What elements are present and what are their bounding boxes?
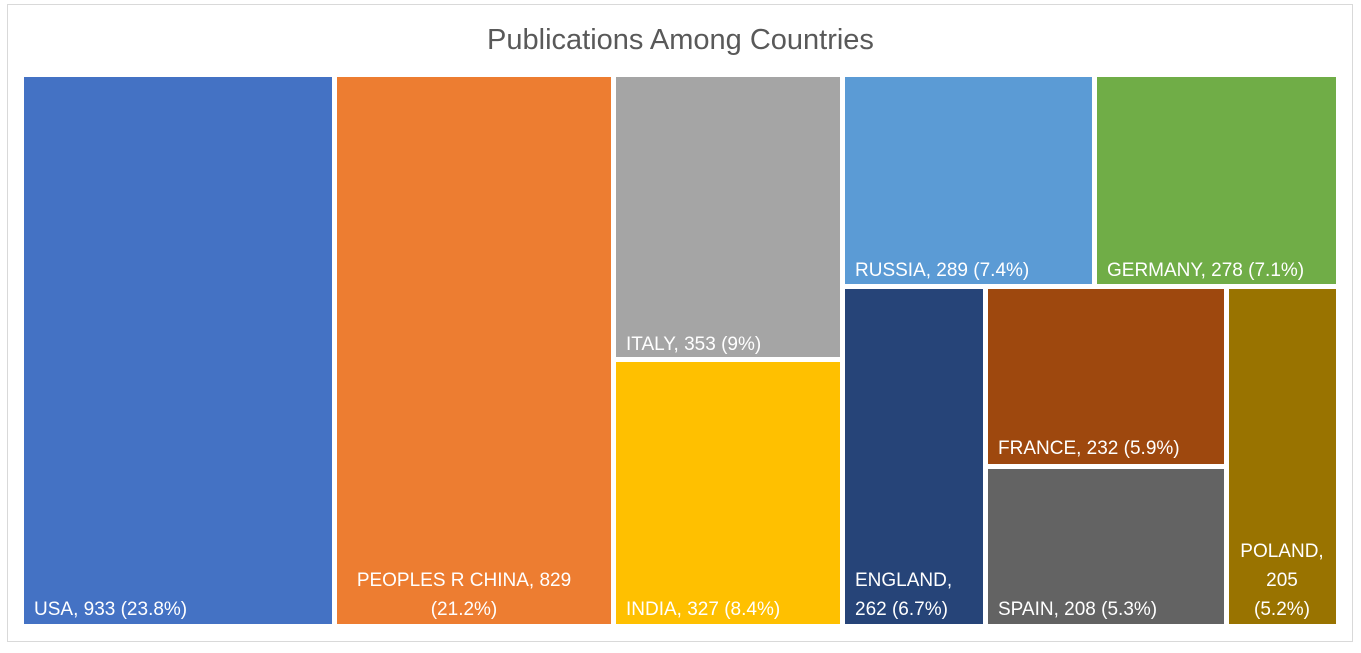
treemap-tile-spain [988,469,1224,624]
treemap-label-line: 205 [1266,570,1298,591]
treemap-tile-france [988,289,1224,464]
treemap-tile-england [845,289,983,624]
treemap-label-russia: RUSSIA, 289 (7.4%) [855,260,1029,281]
treemap-label-italy: ITALY, 353 (9%) [626,334,761,355]
treemap-label-peoples-r-china: PEOPLES R CHINA, 829 (21.2%) [357,570,571,620]
treemap-label-line: (21.2%) [431,599,498,620]
treemap-label-england: ENGLAND, 262 (6.7%) [855,570,952,620]
treemap-label-line: ENGLAND, [855,570,952,591]
treemap-tile-poland [1229,289,1336,624]
chart-title: Publications Among Countries [487,24,874,56]
treemap-label-line: SPAIN, 208 (5.3%) [998,599,1157,620]
treemap-label-line: USA, 933 (23.8%) [34,599,187,620]
treemap-label-line: RUSSIA, 289 (7.4%) [855,260,1029,281]
treemap-label-india: INDIA, 327 (8.4%) [626,599,780,620]
treemap-tile-germany [1097,77,1336,284]
treemap-label-line: INDIA, 327 (8.4%) [626,599,780,620]
treemap-tile-italy [616,77,840,357]
treemap-label-line: PEOPLES R CHINA, 829 [357,570,571,591]
treemap-tile-russia [845,77,1092,284]
treemap-label-line: POLAND, [1240,541,1323,562]
treemap-label-poland: POLAND, 205 (5.2%) [1240,541,1323,620]
treemap-label-line: ITALY, 353 (9%) [626,334,761,355]
treemap-label-line: FRANCE, 232 (5.9%) [998,438,1180,459]
treemap-label-germany: GERMANY, 278 (7.1%) [1107,260,1304,281]
treemap-tile-india [616,362,840,624]
treemap-label-usa: USA, 933 (23.8%) [34,599,187,620]
treemap-tile-usa [24,77,332,624]
treemap-label-line: 262 (6.7%) [855,599,948,620]
treemap-label-line: GERMANY, 278 (7.1%) [1107,260,1304,281]
treemap-tile-peoples-r-china [337,77,611,624]
treemap-label-france: FRANCE, 232 (5.9%) [998,438,1180,459]
treemap-label-line: (5.2%) [1254,599,1310,620]
treemap-label-spain: SPAIN, 208 (5.3%) [998,599,1157,620]
